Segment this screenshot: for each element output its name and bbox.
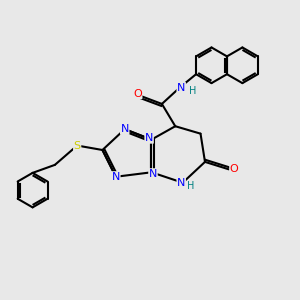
Text: N: N — [121, 124, 129, 134]
Text: O: O — [230, 164, 239, 174]
Text: N: N — [177, 178, 185, 188]
Text: N: N — [177, 82, 185, 93]
Text: S: S — [74, 140, 81, 151]
Text: N: N — [145, 133, 153, 143]
Text: N: N — [112, 172, 120, 182]
Text: N: N — [149, 169, 157, 179]
Text: O: O — [133, 88, 142, 98]
Text: H: H — [188, 85, 196, 96]
Text: H: H — [187, 181, 195, 191]
